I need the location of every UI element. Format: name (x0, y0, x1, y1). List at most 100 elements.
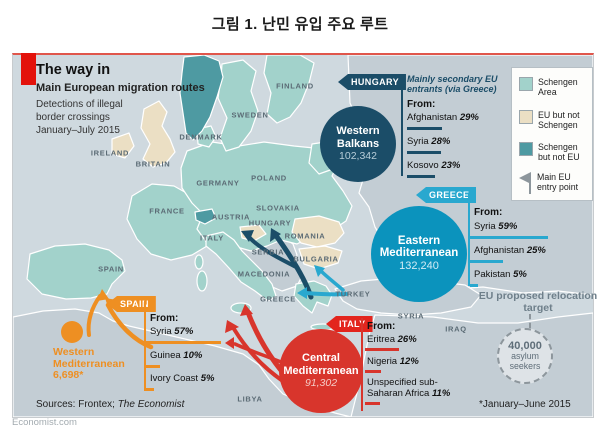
infographic-panel: The way in Main European migration route… (12, 53, 597, 418)
spain-from-label: From: (150, 313, 179, 324)
origin-item: Syria 28% (407, 136, 451, 147)
map-label-britain: BRITAIN (135, 159, 171, 169)
origin-item: Eritrea 26% (367, 334, 417, 345)
map-label-poland: POLAND (251, 173, 287, 183)
origin-bar (146, 341, 221, 344)
map-label-germany: GERMANY (196, 178, 240, 188)
map-label-finland: FINLAND (276, 81, 314, 91)
central-mediterranean-name: Central Mediterranean (283, 352, 359, 377)
eu-not-schengen-land (111, 100, 345, 270)
origin-bar (365, 370, 381, 373)
legend-label: Schengen Area (538, 77, 578, 98)
central-mediterranean-value: 91,302 (304, 377, 338, 390)
chart-note-line1: Detections of illegal (36, 99, 123, 110)
origin-item: Kosovo 23% (407, 160, 461, 171)
schengen-area-land (26, 55, 353, 331)
entry-point-icon (519, 172, 531, 194)
legend-item-schengen: Schengen Area (519, 77, 590, 98)
origin-item: Afghanistan 25% (474, 245, 546, 256)
map-label-serbia: SERBIA (251, 247, 285, 257)
western-mediterranean-circle (61, 321, 83, 343)
italy-list-rule (361, 318, 363, 411)
aegean-route-arrows (304, 269, 348, 297)
map-label-spain: SPAIN (98, 264, 124, 274)
western-mediterranean-name: Western Mediterranean (53, 346, 125, 370)
origin-bar (146, 365, 160, 368)
origin-item: Pakistan 5% (474, 269, 527, 280)
balkan-route-arrowheads (241, 228, 281, 242)
chart-heading: The way in (36, 62, 111, 78)
origin-item: Afghanistan 29% (407, 112, 479, 123)
schengen-not-eu-swatch (519, 142, 533, 156)
origin-item: Nigeria 12% (367, 356, 419, 367)
western-mediterranean-value: 6,698* (53, 369, 84, 382)
map-label-iraq: IRAQ (445, 324, 467, 334)
map-label-turkey: TURKEY (335, 289, 371, 299)
origin-bar (146, 388, 154, 391)
italy-from-label: From: (367, 321, 396, 332)
date-footnote: *January–June 2015 (479, 399, 571, 410)
legend-item-entry-point: Main EU entry point (519, 172, 589, 194)
hungary-secondary-note: Mainly secondary EU entrants (via Greece… (407, 74, 498, 95)
chart-subheading: Main European migration routes (36, 82, 205, 94)
origin-item: Ivory Coast 5% (150, 373, 215, 384)
economist-site-credit: Economist.com (12, 417, 77, 428)
origin-item: Syria 59% (474, 221, 518, 232)
sources-line: Sources: Frontex; The Economist (36, 399, 185, 410)
map-label-syria: SYRIA (397, 311, 425, 321)
italy-entry-tag: ITALY (326, 316, 373, 332)
origin-item: Guinea 10% (150, 350, 203, 361)
greece-list-rule (468, 194, 470, 286)
central-med-route-arrowheads (225, 304, 253, 349)
greece-entry-tag: GREECE (416, 187, 477, 203)
origin-bar (407, 151, 441, 154)
eastern-mediterranean-value: 132,240 (399, 260, 439, 273)
origin-bar (470, 284, 478, 287)
map-label-france: FRANCE (149, 206, 185, 216)
origin-bar (407, 127, 442, 130)
chart-note-line3: January–July 2015 (36, 125, 120, 136)
map-label-romania: ROMANIA (284, 231, 326, 241)
red-accent-tab (21, 53, 36, 85)
central-mediterranean-circle: Central Mediterranean 91,302 (279, 329, 363, 413)
map-label-austria: AUSTRIA (211, 212, 251, 222)
legend-label: Schengen but not EU (538, 142, 580, 163)
relocation-connector (529, 314, 531, 328)
origin-item: Syria 57% (150, 326, 194, 337)
origin-bar (470, 236, 548, 239)
hungary-list-rule (401, 76, 403, 176)
relocation-circle: 40,000 asylum seekers (497, 328, 553, 384)
origin-bar (365, 348, 399, 351)
map-label-hungary: HUNGARY (248, 218, 292, 228)
origin-bar (470, 260, 503, 263)
legend-item-schengen-not-eu: Schengen but not EU (519, 142, 590, 163)
map-label-greece: GREECE (260, 294, 296, 304)
western-mediterranean-label: Western Mediterranean 6,698* (53, 346, 145, 382)
western-balkans-circle: Western Balkans 102,342 (320, 106, 396, 182)
map-label-ireland: IRELAND (90, 148, 130, 158)
legend-item-eu-not-schengen: EU but not Schengen (519, 110, 590, 131)
map-label-sweden: SWEDEN (231, 110, 269, 120)
western-balkans-name: Western Balkans (336, 125, 380, 150)
eastern-mediterranean-circle: Eastern Mediterranean 132,240 (371, 206, 467, 302)
spain-entry-tag: SPAIN (107, 296, 156, 312)
map-legend: Schengen Area EU but not Schengen Scheng… (511, 67, 593, 201)
map-label-bulgaria: BULGARIA (293, 254, 339, 264)
greece-from-label: From: (474, 207, 503, 218)
legend-label: Main EU entry point (537, 172, 579, 193)
relocation-value: 40,000 (508, 340, 542, 353)
hungary-entry-tag: HUNGARY (338, 74, 406, 90)
eastern-mediterranean-name: Eastern Mediterranean (379, 234, 459, 260)
page-title: 그림 1. 난민 유입 주요 루트 (211, 16, 389, 33)
aegean-route-arrowheads (297, 265, 325, 299)
origin-bar (407, 175, 435, 178)
eu-not-schengen-swatch (519, 110, 533, 124)
schengen-not-eu-land (179, 55, 224, 225)
map-label-denmark: DENMARK (179, 132, 223, 142)
spain-list-rule (144, 301, 146, 391)
chart-note-line2: border crossings (36, 112, 110, 123)
relocation-unit: asylum seekers (509, 351, 541, 371)
map-label-italy: ITALY (200, 233, 224, 243)
western-balkans-value: 102,342 (339, 150, 377, 163)
map-label-libya: LIBYA (237, 394, 263, 404)
